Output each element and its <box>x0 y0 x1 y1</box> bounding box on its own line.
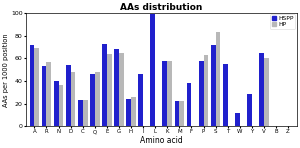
Bar <box>95 72 100 126</box>
Bar <box>211 45 216 126</box>
Bar <box>167 61 172 126</box>
Bar <box>179 102 184 126</box>
Bar <box>259 53 264 126</box>
Bar <box>83 100 88 126</box>
Bar <box>90 74 95 126</box>
Bar <box>54 81 58 126</box>
Bar <box>163 61 167 126</box>
Bar <box>71 72 76 126</box>
Bar <box>150 14 155 126</box>
Bar <box>187 83 191 126</box>
X-axis label: Amino acid: Amino acid <box>140 136 183 145</box>
Y-axis label: AAs per 1000 position: AAs per 1000 position <box>4 33 10 107</box>
Bar <box>30 45 34 126</box>
Bar <box>78 100 83 126</box>
Bar <box>264 58 269 126</box>
Bar <box>102 44 107 126</box>
Bar <box>235 113 240 126</box>
Bar <box>138 74 143 126</box>
Bar <box>66 65 71 126</box>
Legend: HSPP, HP: HSPP, HP <box>270 14 296 29</box>
Bar <box>223 64 228 126</box>
Bar <box>175 102 179 126</box>
Bar <box>203 55 208 126</box>
Bar <box>58 85 63 126</box>
Bar <box>42 66 46 126</box>
Bar <box>126 99 131 126</box>
Bar <box>119 53 124 126</box>
Title: AAs distribution: AAs distribution <box>120 3 202 12</box>
Bar <box>131 97 136 126</box>
Bar <box>107 54 112 126</box>
Bar <box>199 61 203 126</box>
Bar <box>34 48 39 126</box>
Bar <box>247 94 252 126</box>
Bar <box>46 62 51 126</box>
Bar <box>114 49 119 126</box>
Bar <box>216 32 220 126</box>
